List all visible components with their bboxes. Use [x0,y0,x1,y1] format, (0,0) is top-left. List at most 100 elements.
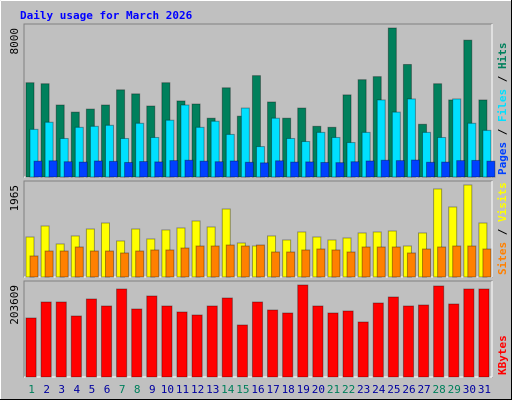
bar [146,295,158,378]
bar [267,309,279,378]
legend: Pages / Files / Hits [496,43,509,176]
bar [74,246,84,278]
x-tick-label: 26 [402,383,415,396]
bar [33,160,43,178]
bar [365,160,375,178]
y-tick-label: 203609 [8,285,21,325]
bar [286,251,296,278]
bar [282,312,294,378]
bar [380,159,390,178]
x-tick-label: 16 [251,383,264,396]
bar [55,301,67,378]
legend-entry: Pages [496,142,509,175]
bar [342,310,354,378]
bar [346,251,356,278]
x-tick-label: 19 [297,383,310,396]
bar [191,314,203,378]
bar [44,250,54,278]
legend-entry: Sites [496,242,509,275]
bar [271,251,281,278]
bar [426,161,436,178]
y-tick-label: 1965 [8,185,21,212]
bar [361,246,371,278]
bar [486,160,496,178]
bar [418,304,430,378]
bar [59,250,69,278]
bar [70,315,82,378]
bar [104,250,114,278]
x-tick-label: 14 [221,383,235,396]
x-tick-label: 20 [312,383,325,396]
bar [297,284,309,378]
bar [100,305,113,378]
bar [116,288,128,378]
legend: Sites / Visits [496,182,509,275]
bar [210,245,220,278]
bar [471,159,481,178]
bar [214,161,224,178]
bar [335,162,345,178]
x-tick-label: 21 [327,383,340,396]
legend-entry: Visits [496,182,509,222]
bar [376,246,386,278]
x-tick-label: 17 [266,383,279,396]
x-tick-label: 15 [236,383,249,396]
bar [48,160,58,178]
x-tick-label: 10 [161,383,174,396]
x-tick-label: 27 [417,383,430,396]
x-tick-label: 3 [58,383,65,396]
bar [259,162,269,178]
x-tick-label: 22 [342,383,355,396]
bar [124,161,134,178]
bar [169,160,179,178]
x-tick-label: 9 [149,383,156,396]
x-tick-label: 31 [478,383,491,396]
bar [320,161,330,178]
y-tick-label: 8000 [8,28,21,55]
bar [63,161,73,178]
bar [40,301,52,378]
chart-title: Daily usage for March 2026 [20,9,193,22]
bar [199,160,209,178]
bar [108,160,118,178]
bar [290,161,300,178]
bar [478,288,490,378]
legend-separator: / [496,122,509,142]
bar [176,311,188,378]
bar [135,250,145,278]
bar [225,244,235,278]
bar [441,161,451,178]
bar [29,255,39,278]
bar [357,321,369,378]
bar [139,161,149,178]
bar [327,312,339,378]
x-tick-label: 7 [119,383,126,396]
bar [387,296,399,378]
bar [350,161,360,178]
legend-separator: / [496,69,509,89]
bar [120,252,130,278]
bar [229,160,239,178]
bar [452,245,462,278]
bar [406,252,416,278]
x-tick-label: 2 [43,383,50,396]
x-tick-label: 24 [372,383,386,396]
bar [305,161,315,178]
bar [482,248,492,278]
legend-entry: Hits [496,43,509,70]
legend: KBytes [496,335,509,375]
bar [85,298,97,378]
x-tick-label: 29 [448,383,461,396]
x-tick-label: 1 [28,383,35,396]
bar [275,160,285,178]
x-tick-label: 6 [104,383,111,396]
bar [25,317,37,378]
bar [251,301,264,378]
x-tick-label: 8 [134,383,141,396]
bar [78,161,88,178]
bar [206,305,218,378]
bar [93,160,103,178]
bar [422,248,432,278]
bar [180,247,190,278]
